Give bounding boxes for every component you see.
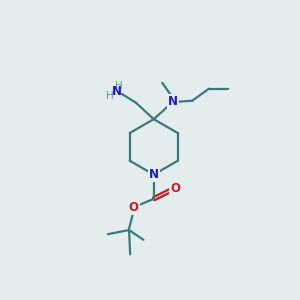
Text: O: O: [170, 182, 180, 195]
Text: N: N: [149, 168, 159, 181]
Text: N: N: [168, 95, 178, 108]
Text: O: O: [129, 201, 139, 214]
Text: H: H: [115, 81, 123, 91]
Text: H: H: [106, 91, 114, 100]
Text: N: N: [112, 85, 122, 98]
